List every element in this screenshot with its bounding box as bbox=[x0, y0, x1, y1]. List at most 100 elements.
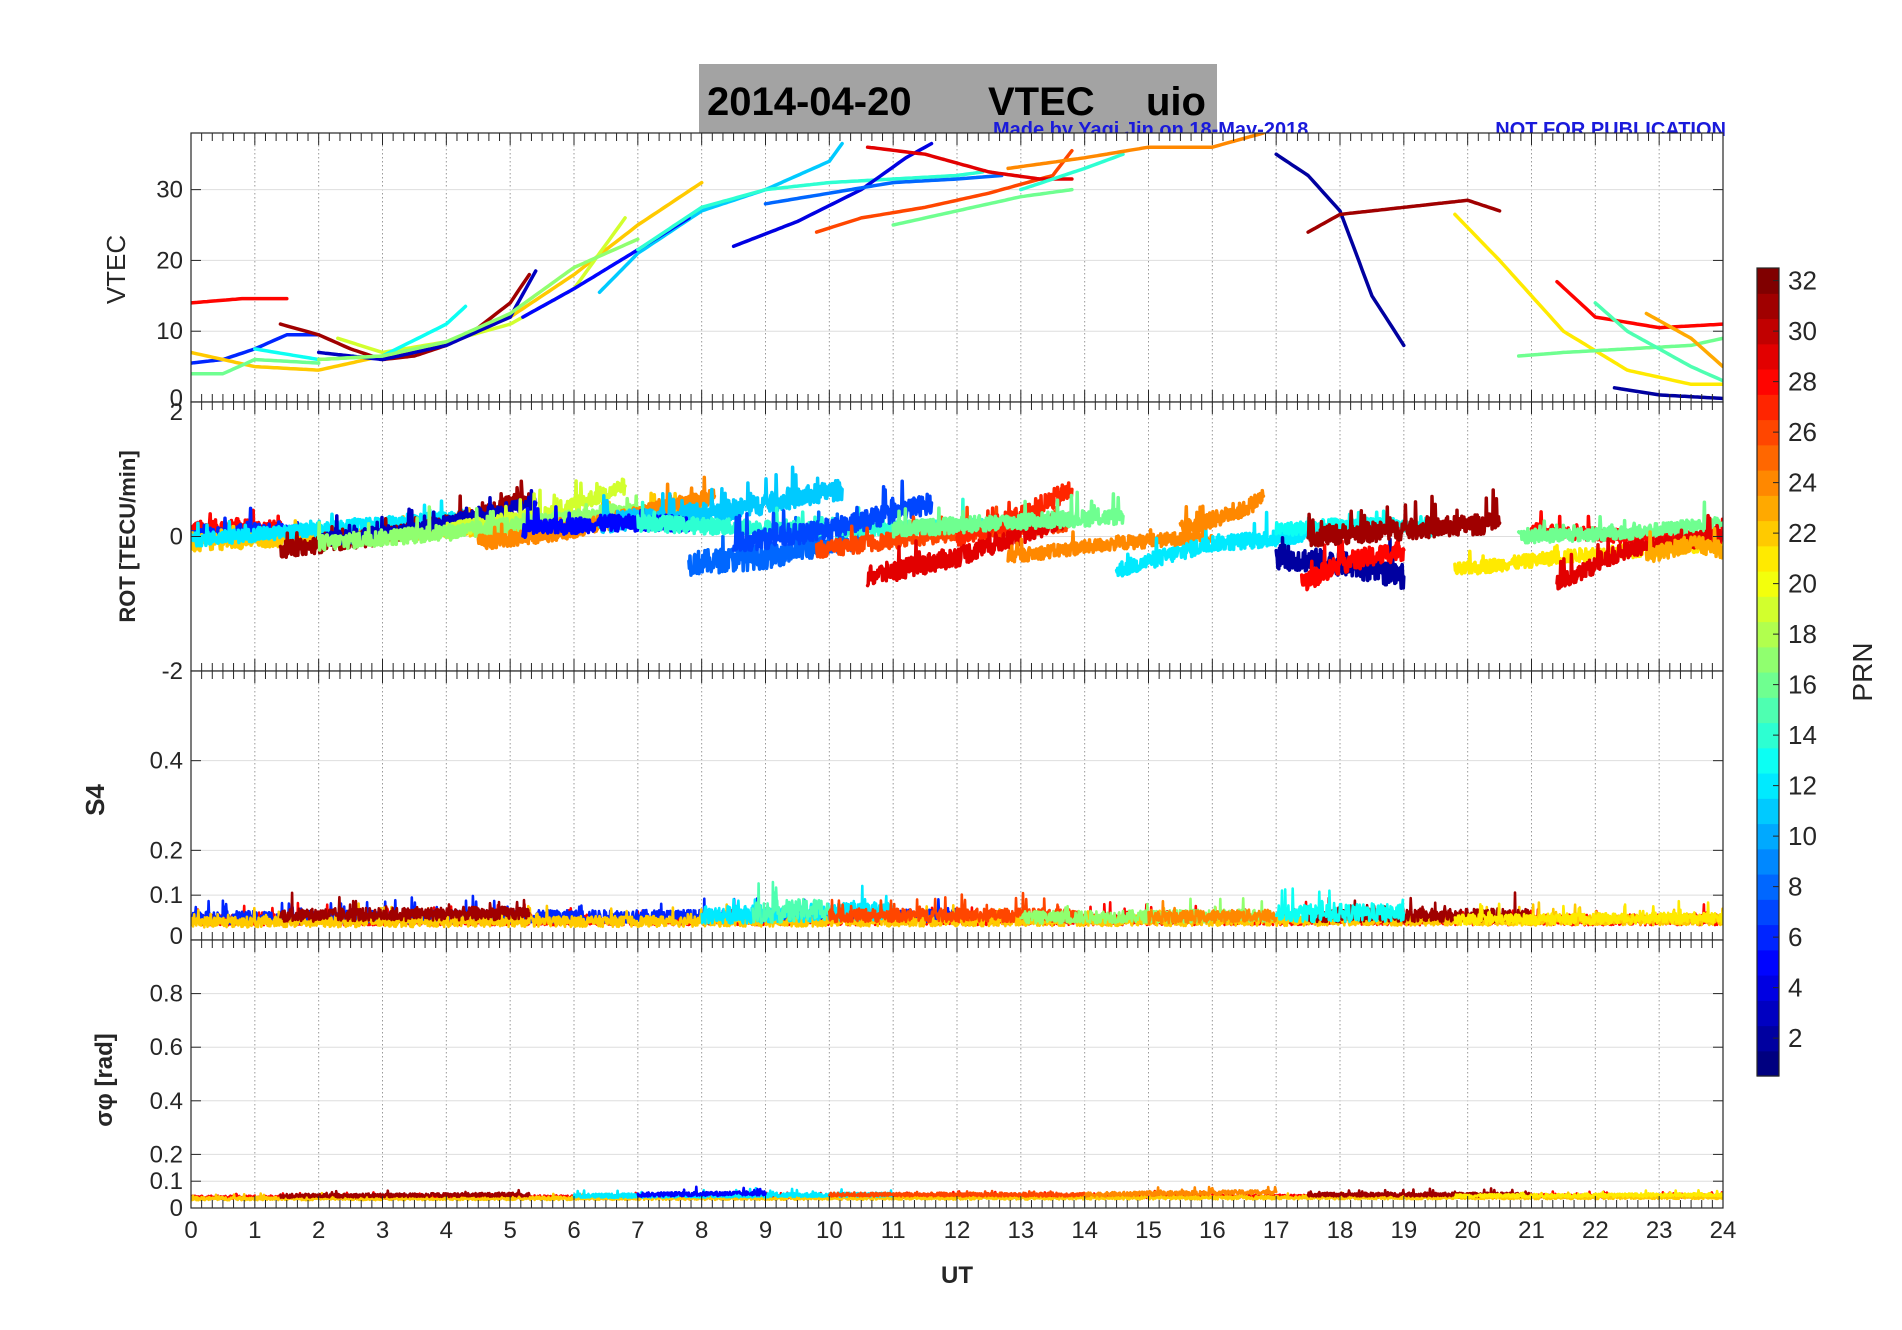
colorbar-swatch bbox=[1757, 419, 1779, 446]
sigma-series-prn-21 bbox=[1453, 1189, 1723, 1199]
colorbar-swatch bbox=[1757, 621, 1779, 648]
vtec-series-prn-26 bbox=[814, 148, 1074, 234]
vtec-series-prn-28 bbox=[191, 296, 289, 305]
title-banner bbox=[699, 64, 1217, 134]
colorbar-label: PRN bbox=[1847, 642, 1878, 701]
vtec-y-tick-label: 0 bbox=[170, 385, 183, 412]
title-station: uio bbox=[1146, 80, 1206, 124]
colorbar-swatch bbox=[1757, 722, 1779, 749]
colorbar-swatch bbox=[1757, 596, 1779, 623]
vtec-series-prn-29 bbox=[865, 145, 1074, 181]
s4-series-prn-31 bbox=[279, 891, 531, 923]
vtec-series-prn-2 bbox=[1274, 152, 1406, 348]
colorbar-swatch bbox=[1757, 949, 1779, 976]
colorbar-swatch bbox=[1757, 545, 1779, 572]
x-axis-label: UT bbox=[941, 1262, 973, 1289]
rot-series-prn-24 bbox=[1178, 488, 1266, 537]
s4-y-axis-label: S4 bbox=[80, 784, 110, 816]
vtec-series-prn-31 bbox=[1306, 198, 1502, 234]
x-tick-label: 21 bbox=[1518, 1217, 1545, 1244]
colorbar-tick-label: 20 bbox=[1788, 569, 1817, 599]
x-tick-label: 16 bbox=[1199, 1217, 1226, 1244]
s4-series-prn-15 bbox=[751, 880, 831, 925]
x-tick-label: 3 bbox=[376, 1217, 389, 1244]
colorbar-swatch bbox=[1757, 773, 1779, 799]
sigma-series-prn-24 bbox=[1083, 1185, 1278, 1198]
rot-series-prn-7 bbox=[731, 479, 934, 553]
vtec-series-prn-8 bbox=[763, 173, 1004, 206]
panel-sigma: 00.10.20.40.60.8σφ [rad]0 1 2 3 4 5 6 7 8 9 10 11 12… bbox=[91, 939, 1737, 1244]
x-tick-label: 24 bbox=[1710, 1217, 1737, 1244]
colorbar-swatch bbox=[1757, 975, 1779, 1001]
x-tick-label: 7 bbox=[631, 1217, 644, 1244]
colorbar-swatch bbox=[1757, 747, 1779, 774]
sigma-y-tick-label: 0.6 bbox=[150, 1034, 183, 1061]
colorbar-tick-label: 12 bbox=[1788, 771, 1817, 801]
rot-series-prn-16 bbox=[1516, 500, 1723, 545]
vtec-series-prn-14 bbox=[1019, 152, 1125, 192]
x-tick-label: 13 bbox=[1007, 1217, 1034, 1244]
rot-series-prn-23 bbox=[1644, 527, 1723, 564]
vtec-series-prn-16 bbox=[1516, 336, 1723, 358]
colorbar-tick-label: 24 bbox=[1788, 468, 1817, 498]
x-tick-label: 0 bbox=[184, 1217, 197, 1244]
colorbar-tick-label: 6 bbox=[1788, 922, 1802, 952]
panel-vtec: 0 10 20 30 VTEC bbox=[101, 132, 1724, 412]
vtec-series-prn-2 bbox=[1612, 386, 1723, 401]
vtec-y-axis-label: VTEC bbox=[101, 235, 131, 304]
x-tick-label: 18 bbox=[1327, 1217, 1354, 1244]
title-quantity: VTEC bbox=[988, 80, 1095, 124]
colorbar-frame bbox=[1756, 267, 1780, 1077]
colorbar-tick-label: 30 bbox=[1788, 316, 1817, 346]
colorbar-swatch bbox=[1757, 924, 1779, 951]
colorbar-swatch bbox=[1757, 672, 1779, 698]
vtec-series-prn-17 bbox=[316, 237, 640, 362]
vtec-series-prn-11 bbox=[597, 141, 844, 295]
colorbar-tick-label: 26 bbox=[1788, 417, 1817, 447]
x-tick-label: 20 bbox=[1454, 1217, 1481, 1244]
sigma-y-tick-label: 0.8 bbox=[150, 981, 183, 1008]
colorbar-swatch bbox=[1757, 318, 1779, 345]
colorbar-tick-label: 8 bbox=[1788, 872, 1802, 902]
x-tick-label: 6 bbox=[567, 1217, 580, 1244]
panel-s4: 0 0.1 0.2 0.4 S4 bbox=[80, 670, 1724, 950]
colorbar-swatch bbox=[1757, 646, 1779, 673]
s4-series-prn-21 bbox=[1453, 899, 1723, 927]
s4-series-group bbox=[191, 880, 1723, 929]
x-tick-label: 15 bbox=[1135, 1217, 1162, 1244]
colorbar-tick-label: 2 bbox=[1788, 1023, 1802, 1053]
vtec-series-prn-16 bbox=[191, 357, 321, 376]
sigma-y-axis-label: σφ [rad] bbox=[91, 1033, 118, 1127]
colorbar-swatch bbox=[1757, 823, 1779, 850]
vtec-series-prn-24 bbox=[1006, 133, 1266, 171]
x-tick-label: 5 bbox=[503, 1217, 516, 1244]
colorbar-swatch bbox=[1757, 1025, 1779, 1052]
colorbar-swatch bbox=[1757, 1000, 1779, 1027]
x-tick-label: 17 bbox=[1263, 1217, 1290, 1244]
vtec-series-prn-14 bbox=[636, 170, 985, 252]
sigma-series-prn-26 bbox=[827, 1189, 1086, 1198]
rot-y-tick-label: -2 bbox=[162, 658, 183, 685]
vtec-y-tick-label: 30 bbox=[156, 177, 183, 204]
colorbar-swatch bbox=[1757, 343, 1779, 370]
x-tick-label: 10 bbox=[816, 1217, 843, 1244]
x-tick-label: 23 bbox=[1646, 1217, 1673, 1244]
rot-series-prn-6 bbox=[191, 506, 321, 545]
colorbar-swatch bbox=[1757, 495, 1779, 522]
title-date: 2014-04-20 bbox=[707, 80, 912, 124]
vtec-series-prn-19 bbox=[336, 216, 627, 355]
x-tick-label: 4 bbox=[440, 1217, 453, 1244]
sigma-series-prn-12 bbox=[572, 1186, 895, 1200]
s4-y-tick-label: 0.4 bbox=[150, 748, 183, 775]
colorbar-tick-label: 14 bbox=[1788, 720, 1817, 750]
colorbar-swatch bbox=[1757, 520, 1779, 547]
rot-y-tick-label: 0 bbox=[170, 524, 183, 551]
sigma-y-tick-label: 0.2 bbox=[150, 1141, 183, 1168]
x-tick-label: 9 bbox=[759, 1217, 772, 1244]
vtec-series-prn-21 bbox=[1453, 212, 1723, 387]
x-tick-label: 11 bbox=[881, 1217, 906, 1244]
s4-series-prn-24 bbox=[1147, 899, 1278, 926]
